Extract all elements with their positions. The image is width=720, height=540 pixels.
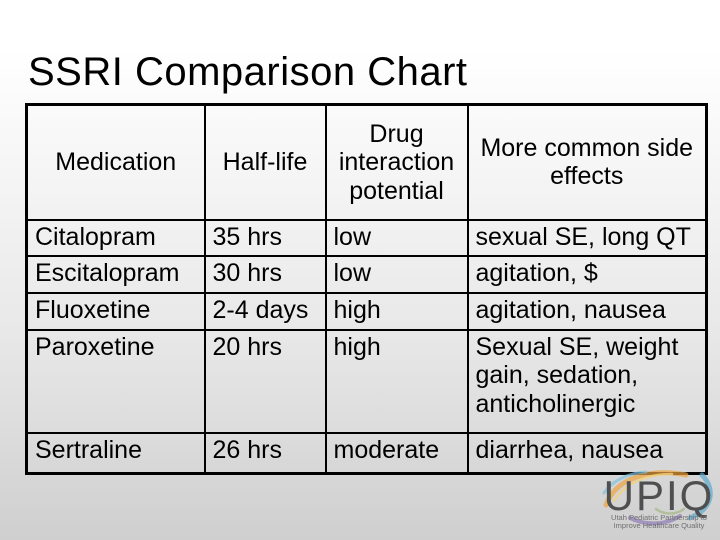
cell-side-effects: agitation, nausea [466, 291, 708, 331]
table-row-paroxetine: Paroxetine 20 hrs high Sexual SE, weight… [25, 328, 708, 434]
column-header-medication: Medication [25, 103, 206, 221]
cell-medication: Escitalopram [25, 254, 206, 294]
table-row-sertraline: Sertraline 26 hrs moderate diarrhea, nau… [25, 431, 708, 475]
logo-swirl-icon [602, 470, 713, 526]
column-header-half-life: Half-life [203, 103, 327, 221]
table-row-escitalopram: Escitalopram 30 hrs low agitation, $ [25, 254, 708, 294]
cell-interaction: low [324, 218, 469, 257]
cell-side-effects: diarrhea, nausea [466, 431, 708, 475]
ssri-comparison-table: Medication Half-life Drug interaction po… [25, 103, 708, 475]
cell-medication: Fluoxetine [25, 291, 206, 331]
table-row-citalopram: Citalopram 35 hrs low sexual SE, long QT [25, 218, 708, 257]
cell-interaction: moderate [324, 431, 469, 475]
cell-half-life: 35 hrs [203, 218, 327, 257]
logo-tagline-line2: Improve Healthcare Quality [613, 521, 705, 530]
column-header-interaction: Drug interaction potential [324, 103, 469, 221]
upiq-logo: UPIQ Utah Pediatric Partnership to Impro… [598, 463, 720, 538]
cell-half-life: 30 hrs [203, 254, 327, 294]
cell-side-effects: agitation, $ [466, 254, 708, 294]
cell-medication: Paroxetine [25, 328, 206, 434]
cell-medication: Sertraline [25, 431, 206, 475]
cell-side-effects: sexual SE, long QT [466, 218, 708, 257]
cell-interaction: low [324, 254, 469, 294]
logo-tagline-line1: Utah Pediatric Partnership to [611, 513, 707, 522]
cell-interaction: high [324, 291, 469, 331]
table-row-fluoxetine: Fluoxetine 2-4 days high agitation, naus… [25, 291, 708, 331]
page-title: SSRI Comparison Chart [28, 50, 468, 94]
table-header-row: Medication Half-life Drug interaction po… [25, 103, 708, 221]
cell-half-life: 26 hrs [203, 431, 327, 475]
cell-medication: Citalopram [25, 218, 206, 257]
cell-half-life: 20 hrs [203, 328, 327, 434]
cell-interaction: high [324, 328, 469, 434]
cell-side-effects: Sexual SE, weight gain, sedation, antich… [466, 328, 708, 434]
cell-half-life: 2-4 days [203, 291, 327, 331]
logo-acronym: UPIQ [603, 472, 715, 519]
column-header-side-effects: More common side effects [466, 103, 708, 221]
